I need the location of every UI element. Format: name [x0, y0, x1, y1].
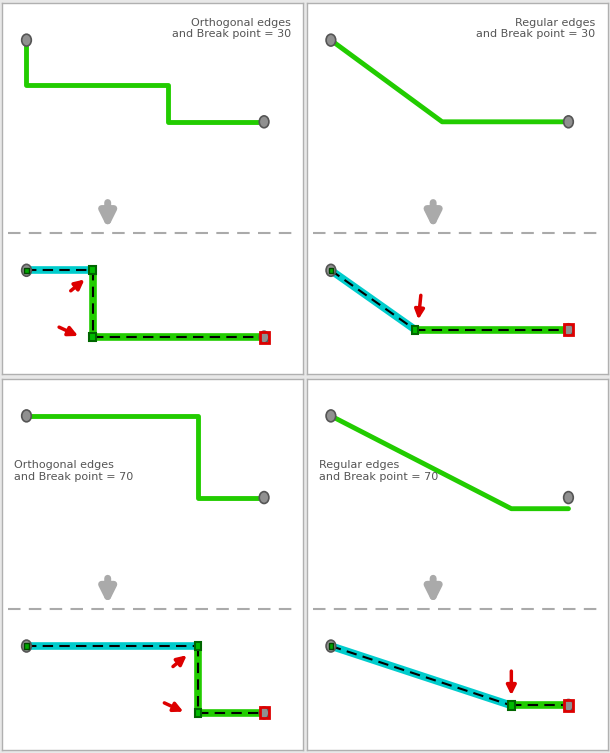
Circle shape — [564, 116, 573, 128]
Text: Regular edges
and Break point = 30: Regular edges and Break point = 30 — [476, 18, 595, 39]
Bar — [564, 700, 573, 711]
Text: Orthogonal edges
and Break point = 30: Orthogonal edges and Break point = 30 — [172, 18, 291, 39]
Bar — [564, 324, 573, 335]
Text: Orthogonal edges
and Break point = 70: Orthogonal edges and Break point = 70 — [15, 460, 134, 482]
Circle shape — [564, 700, 573, 712]
Circle shape — [259, 492, 269, 504]
Bar — [260, 707, 268, 718]
Circle shape — [259, 331, 269, 343]
Circle shape — [564, 492, 573, 504]
Bar — [329, 643, 333, 649]
Circle shape — [259, 707, 269, 719]
Bar — [508, 701, 515, 709]
Circle shape — [22, 410, 31, 422]
Circle shape — [259, 116, 269, 128]
Circle shape — [326, 264, 336, 276]
Bar — [412, 325, 418, 334]
Circle shape — [326, 410, 336, 422]
Bar — [195, 709, 201, 717]
Bar — [329, 267, 333, 273]
Bar — [89, 267, 96, 274]
Bar — [260, 331, 268, 343]
Bar — [89, 333, 96, 341]
Circle shape — [326, 640, 336, 652]
Bar — [24, 267, 29, 273]
Circle shape — [22, 264, 31, 276]
Text: Regular edges
and Break point = 70: Regular edges and Break point = 70 — [319, 460, 438, 482]
Circle shape — [326, 34, 336, 46]
Circle shape — [22, 640, 31, 652]
Circle shape — [22, 34, 31, 46]
Bar — [24, 643, 29, 649]
Circle shape — [564, 324, 573, 336]
Bar — [195, 642, 201, 650]
